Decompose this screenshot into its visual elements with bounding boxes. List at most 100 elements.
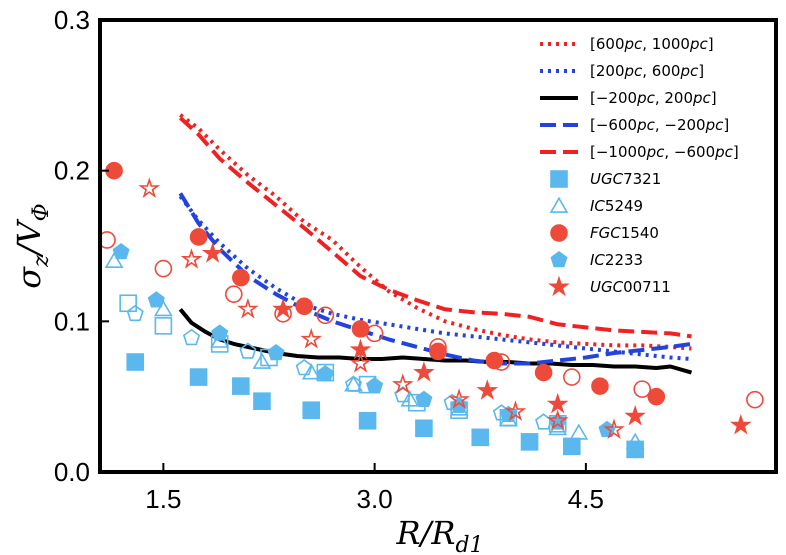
point-ugc00711 — [201, 242, 224, 263]
point-ugc7321-open — [119, 294, 137, 313]
point-ic2233 — [147, 291, 165, 308]
point-ugc00711 — [729, 413, 752, 435]
legend-swatch-ic2233 — [550, 251, 568, 268]
y-tick-label: 0.0 — [54, 457, 90, 487]
x-axis-label: R/Rd1 — [395, 514, 483, 555]
plot-frame — [98, 18, 778, 474]
point-fgc1540-open — [365, 324, 384, 343]
y-tick-label: 0.3 — [54, 5, 90, 35]
point-ugc7321 — [626, 440, 644, 459]
point-ic2233-open — [126, 304, 144, 322]
y-axis-label: σz/VΦ — [10, 203, 54, 288]
point-fgc1540 — [189, 228, 208, 246]
point-ugc00711-open — [138, 177, 161, 199]
point-ic2233 — [415, 390, 433, 408]
point-ugc00711-open — [504, 400, 527, 422]
point-ugc7321 — [471, 428, 490, 447]
legend-label: UGC00711 — [590, 278, 671, 296]
x-tick-label: 3.0 — [357, 484, 393, 514]
point-ugc00711-open — [300, 327, 323, 349]
point-fgc1540 — [295, 297, 314, 316]
point-ugc7321 — [302, 401, 321, 420]
legend-swatch-ugc7321 — [550, 170, 568, 188]
legend-label: [−200pc, 200pc] — [590, 89, 717, 107]
point-fgc1540 — [485, 351, 504, 370]
point-ugc00711 — [272, 297, 295, 319]
series-line-1000pc-600pc — [178, 116, 692, 339]
point-ugc00711 — [476, 379, 499, 400]
point-ugc00711-open — [180, 248, 203, 269]
x-axis: 1.5 3.0 4.5 — [145, 463, 604, 514]
point-fgc1540 — [591, 377, 609, 395]
point-ic5249-open — [154, 299, 173, 317]
point-ugc7321 — [520, 433, 539, 451]
legend-label: IC2233 — [590, 251, 643, 269]
point-ugc7321 — [562, 437, 581, 456]
legend-label: [−600pc, −200pc] — [590, 116, 729, 134]
point-ugc7321 — [253, 392, 271, 410]
point-fgc1540-open — [429, 338, 447, 356]
point-ugc00711-open — [236, 297, 259, 319]
point-fgc1540 — [647, 387, 666, 406]
y-tick-label: 0.1 — [54, 306, 90, 336]
point-ugc00711 — [413, 361, 435, 382]
legend-label: IC5249 — [590, 197, 643, 215]
point-ic2233 — [211, 324, 229, 341]
point-ic5249-open — [104, 251, 124, 269]
legend-swatch-ugc00711 — [548, 275, 570, 297]
point-ic2233-open — [344, 375, 363, 392]
x-tick-label: 1.5 — [145, 484, 181, 514]
point-ugc00711 — [624, 404, 646, 426]
y-tick-label: 0.2 — [54, 156, 90, 186]
point-ugc7321 — [232, 377, 250, 395]
point-fgc1540-open — [746, 390, 764, 409]
point-ic5249-open — [625, 432, 645, 449]
point-ugc00711-open — [448, 388, 471, 409]
legend-swatch-fgc1540 — [550, 224, 568, 242]
scatter-points — [98, 161, 764, 459]
legend-label: UGC7321 — [590, 170, 661, 188]
point-ic2233-open — [239, 342, 257, 359]
point-ic5249-open — [301, 363, 321, 380]
point-fgc1540-open — [224, 285, 243, 304]
point-ic5249-open — [400, 390, 420, 407]
legend-swatch-ic5249 — [549, 196, 569, 213]
point-ic2233 — [316, 365, 334, 382]
point-ic2233-open — [295, 359, 313, 376]
point-ugc00711-open — [603, 418, 625, 439]
series-line-200pc-200pc — [178, 308, 693, 375]
point-fgc1540-open — [492, 353, 511, 371]
series-line-600pc-1000pc — [179, 113, 692, 351]
point-ugc7321 — [358, 411, 377, 430]
legend-label: [200pc, 600pc] — [590, 62, 704, 80]
point-ic5249-open — [569, 423, 589, 440]
point-ugc7321-open — [154, 317, 173, 335]
point-fgc1540 — [429, 342, 447, 361]
point-ic2233-open — [182, 328, 201, 346]
point-ugc00711 — [546, 392, 569, 414]
point-fgc1540 — [232, 268, 250, 287]
point-ugc00711-open — [349, 352, 372, 373]
point-ic2233-open — [443, 393, 461, 411]
x-tick-label: 4.5 — [568, 484, 604, 514]
point-ic5249-open — [252, 352, 272, 369]
y-axis: 0.0 0.1 0.2 0.3 — [54, 5, 109, 487]
point-ugc7321 — [415, 419, 433, 438]
point-ugc7321 — [189, 368, 208, 386]
legend-label: [600pc, 1000pc] — [590, 35, 714, 53]
legend-label: FGC1540 — [590, 224, 659, 242]
point-fgc1540 — [534, 363, 553, 382]
series-line-200pc-600pc — [178, 195, 692, 361]
point-ugc00711-open — [546, 409, 569, 431]
legend-label: [−1000pc, −600pc] — [590, 143, 739, 161]
point-fgc1540-open — [316, 306, 335, 325]
point-ugc00711-open — [391, 373, 414, 394]
point-ugc7321 — [126, 353, 145, 371]
point-fgc1540-open — [562, 368, 581, 386]
legend: [600pc, 1000pc] [200pc, 600pc] [−200pc, 20… — [540, 35, 739, 297]
point-ic2233 — [366, 377, 384, 394]
point-ic2233-open — [394, 386, 412, 403]
point-ic2233 — [267, 344, 285, 361]
point-fgc1540-open — [154, 259, 173, 278]
